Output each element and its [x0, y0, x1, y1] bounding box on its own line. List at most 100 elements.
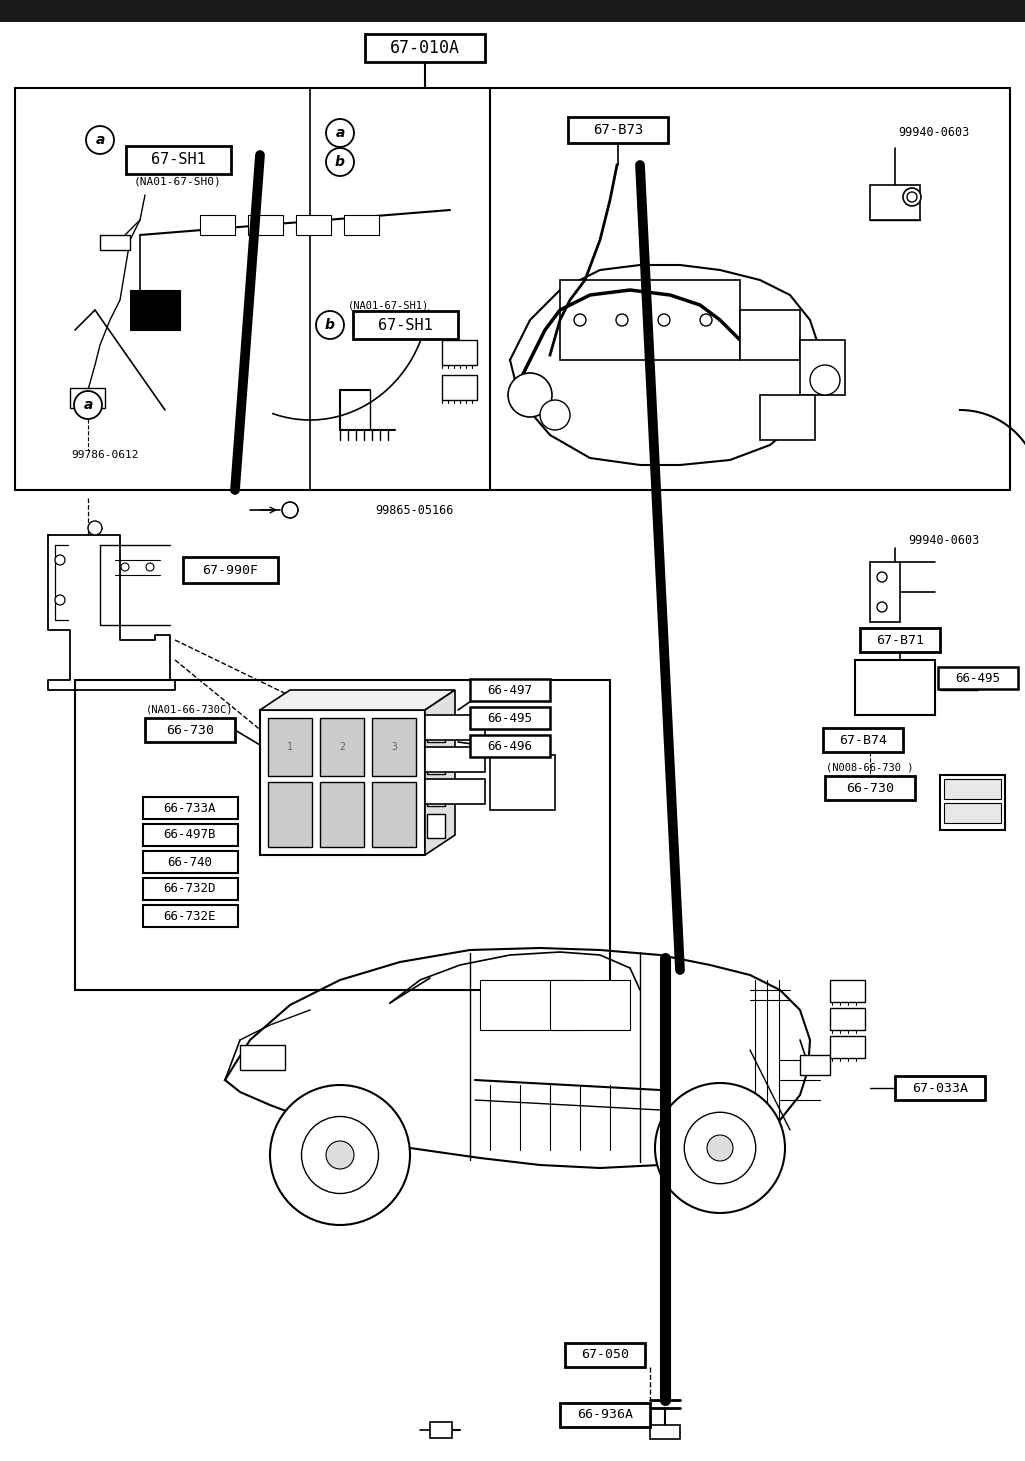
- Bar: [296, 215, 331, 235]
- Circle shape: [326, 1141, 354, 1169]
- Bar: [825, 776, 915, 801]
- Bar: [320, 782, 364, 847]
- Bar: [372, 717, 416, 776]
- Bar: [944, 804, 1001, 823]
- Bar: [442, 375, 477, 400]
- Bar: [427, 782, 445, 806]
- Bar: [470, 735, 550, 757]
- Bar: [142, 904, 238, 926]
- Text: 99940-0603: 99940-0603: [908, 533, 979, 546]
- Circle shape: [877, 602, 887, 612]
- Bar: [760, 394, 815, 440]
- Bar: [830, 980, 865, 1002]
- Text: 67-010A: 67-010A: [390, 39, 460, 57]
- Text: 3: 3: [392, 742, 397, 752]
- Text: b: b: [335, 155, 345, 169]
- Bar: [470, 707, 550, 729]
- Bar: [490, 755, 555, 809]
- Text: 66-495: 66-495: [955, 672, 1000, 685]
- Text: 67-SH1: 67-SH1: [377, 317, 433, 333]
- Bar: [427, 814, 445, 839]
- Circle shape: [301, 1116, 378, 1194]
- Text: a: a: [83, 397, 92, 412]
- Bar: [425, 714, 485, 741]
- Text: 67-B74: 67-B74: [839, 733, 887, 747]
- Bar: [125, 146, 231, 174]
- Circle shape: [907, 191, 917, 202]
- Bar: [268, 717, 312, 776]
- Bar: [650, 1424, 680, 1439]
- Circle shape: [55, 555, 65, 565]
- Circle shape: [316, 311, 344, 339]
- Bar: [240, 1045, 285, 1069]
- Bar: [560, 281, 740, 359]
- Circle shape: [86, 126, 114, 153]
- Text: 66-497: 66-497: [488, 684, 533, 697]
- Text: (NA01-67-SH0): (NA01-67-SH0): [134, 177, 221, 187]
- Text: 67-B71: 67-B71: [876, 634, 924, 647]
- Bar: [142, 850, 238, 874]
- Circle shape: [655, 1083, 785, 1213]
- Bar: [895, 1075, 985, 1100]
- Bar: [938, 668, 1018, 690]
- Circle shape: [707, 1135, 733, 1161]
- Text: a: a: [335, 126, 344, 140]
- Bar: [70, 389, 105, 408]
- Bar: [823, 728, 903, 752]
- Text: 2: 2: [339, 742, 345, 752]
- Bar: [260, 710, 425, 855]
- Bar: [870, 186, 920, 221]
- Bar: [470, 679, 550, 701]
- Text: (N008-66-730 ): (N008-66-730 ): [826, 763, 913, 773]
- Circle shape: [146, 562, 154, 571]
- Circle shape: [903, 188, 921, 206]
- Bar: [100, 235, 130, 250]
- Circle shape: [685, 1112, 755, 1183]
- Bar: [344, 215, 379, 235]
- Text: 66-732E: 66-732E: [164, 910, 216, 922]
- Bar: [427, 749, 445, 774]
- Text: 66-495: 66-495: [488, 712, 533, 725]
- Bar: [565, 1343, 645, 1367]
- Text: 99865-05166: 99865-05166: [375, 504, 453, 517]
- Bar: [740, 310, 800, 359]
- Circle shape: [270, 1086, 410, 1224]
- Circle shape: [326, 148, 354, 175]
- Bar: [425, 779, 485, 804]
- Text: b: b: [325, 318, 335, 332]
- Text: 66-733A: 66-733A: [164, 802, 216, 814]
- Bar: [200, 215, 235, 235]
- Bar: [365, 34, 485, 61]
- Circle shape: [55, 595, 65, 605]
- Text: 66-496: 66-496: [488, 739, 533, 752]
- Text: (NA01-66-730C): (NA01-66-730C): [147, 706, 234, 714]
- Bar: [830, 1036, 865, 1058]
- Bar: [560, 1403, 650, 1427]
- Circle shape: [616, 314, 628, 326]
- Text: 67-033A: 67-033A: [912, 1081, 968, 1094]
- Text: 66-497B: 66-497B: [164, 828, 216, 842]
- Bar: [480, 980, 580, 1030]
- Bar: [800, 340, 845, 394]
- Bar: [75, 679, 610, 991]
- Bar: [550, 980, 630, 1030]
- Bar: [430, 1422, 452, 1438]
- Text: 66-730: 66-730: [846, 782, 894, 795]
- Text: 67-050: 67-050: [581, 1349, 629, 1362]
- Circle shape: [877, 573, 887, 581]
- Bar: [145, 717, 235, 742]
- Bar: [800, 1055, 830, 1075]
- Circle shape: [282, 503, 298, 519]
- Text: 66-732D: 66-732D: [164, 882, 216, 896]
- Bar: [320, 717, 364, 776]
- Polygon shape: [260, 690, 455, 710]
- Bar: [142, 824, 238, 846]
- Bar: [568, 117, 668, 143]
- Bar: [425, 747, 485, 771]
- Bar: [130, 289, 180, 330]
- Circle shape: [326, 118, 354, 148]
- Text: 99940-0603: 99940-0603: [898, 126, 970, 139]
- Text: 1: 1: [287, 742, 293, 752]
- Bar: [427, 717, 445, 742]
- Text: 67-SH1: 67-SH1: [151, 152, 205, 168]
